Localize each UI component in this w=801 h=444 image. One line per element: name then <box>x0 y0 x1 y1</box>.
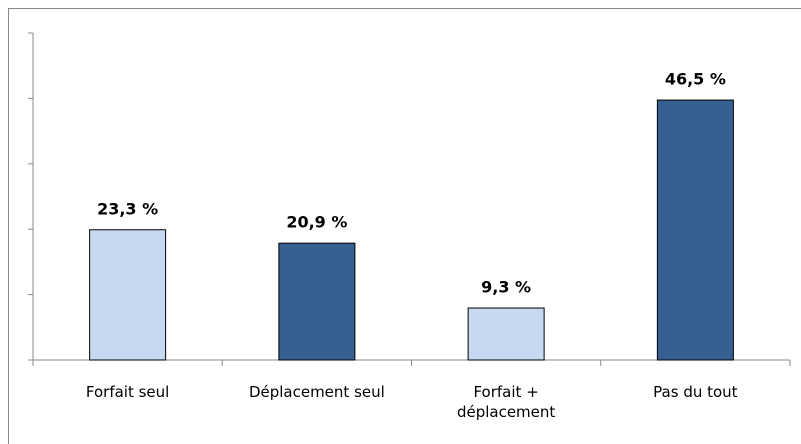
value-label: 20,9 % <box>286 213 347 232</box>
value-label: 23,3 % <box>97 199 158 218</box>
x-tick-label: Forfait + déplacement <box>456 383 556 421</box>
bar <box>89 229 167 361</box>
bar <box>656 99 734 361</box>
x-tick-label: Pas du tout <box>653 383 738 401</box>
bar <box>278 242 356 361</box>
value-label: 9,3 % <box>481 278 531 297</box>
x-tick-label: Déplacement seul <box>248 383 385 401</box>
chart-border <box>8 8 801 444</box>
value-label: 46,5 % <box>665 70 726 89</box>
x-tick-label: Forfait seul <box>85 383 170 401</box>
bar <box>467 307 545 361</box>
